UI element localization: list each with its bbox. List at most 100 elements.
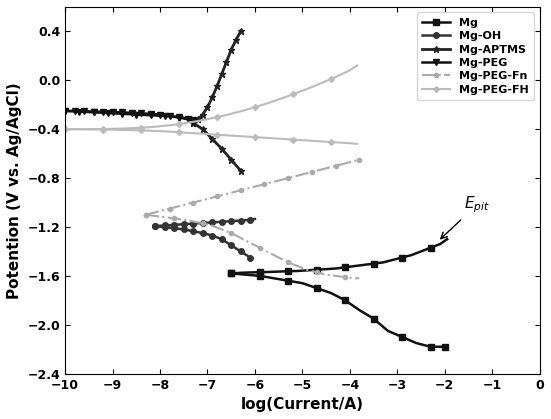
Mg-PEG-Fn (304, 171, 310, 176)
Mg-OH (214, 220, 220, 225)
Mg (237, 270, 244, 275)
Mg-PEG (85, 109, 92, 114)
Mg (323, 266, 329, 272)
Mg-PEG (67, 109, 73, 114)
Mg-PEG-Fn (180, 202, 187, 207)
Mg-PEG-Fn (276, 178, 282, 183)
Mg-PEG-Fn (266, 181, 273, 186)
Mg-PEG (100, 110, 106, 115)
Mg-OH (190, 221, 197, 226)
Mg-PEG-FH (185, 130, 192, 135)
Mg-PEG-Fn (195, 199, 201, 204)
Mg-PEG-Fn (337, 162, 344, 167)
Mg-PEG-Fn (290, 174, 296, 179)
Mg-PEG-FH (214, 132, 220, 137)
Mg-PEG (71, 109, 78, 114)
Mg-OH (209, 220, 215, 225)
Mg (361, 262, 368, 267)
Mg-PEG-Fn (332, 163, 339, 168)
Mg-PEG-Fn (143, 212, 149, 217)
Mg (314, 267, 320, 272)
Mg-PEG (76, 109, 83, 114)
Mg-PEG (143, 112, 149, 117)
Mg-PEG-FH (233, 133, 239, 138)
Mg-PEG-Fn (271, 179, 277, 184)
Mg-OH (195, 221, 201, 226)
Mg-PEG-Fn (156, 209, 163, 214)
Mg-PEG (95, 110, 101, 115)
Mg-PEG-Fn (147, 211, 154, 216)
Mg-PEG-FH (347, 141, 353, 146)
Mg-PEG-Fn (171, 205, 177, 210)
Mg-PEG-FH (242, 134, 249, 139)
Mg (256, 270, 263, 275)
Mg-PEG-FH (261, 135, 268, 140)
Mg-PEG-FH (100, 127, 106, 132)
Line: Mg-PEG-Fn: Mg-PEG-Fn (144, 158, 361, 217)
Mg-OH (242, 218, 249, 223)
Mg-PEG (81, 109, 88, 114)
Mg (266, 269, 273, 274)
Mg-PEG (138, 112, 144, 117)
Mg-PEG-Fn (152, 210, 159, 215)
Mg-OH (247, 217, 253, 222)
Mg-PEG-FH (81, 127, 88, 132)
Mg-OH (180, 222, 187, 227)
Mg (370, 261, 377, 266)
Mg-PEG (176, 115, 182, 120)
Mg-PEG-FH (204, 132, 211, 137)
Mg-PEG-FH (109, 127, 116, 132)
Mg-PEG (90, 110, 97, 115)
Text: $E_{pit}$: $E_{pit}$ (441, 195, 490, 239)
Mg-PEG-FH (280, 137, 287, 142)
Mg-PEG-Fn (327, 165, 334, 170)
Mg-OH (156, 223, 163, 228)
Mg-PEG-Fn (252, 184, 258, 189)
Mg-PEG-FH (327, 140, 334, 145)
Mg-PEG-Fn (247, 185, 253, 190)
Mg-OH (199, 220, 206, 225)
Mg-PEG (166, 114, 173, 119)
Mg-APTMS (223, 59, 230, 65)
Line: Mg-OH: Mg-OH (153, 216, 258, 229)
Line: Mg-PEG: Mg-PEG (62, 107, 197, 124)
Mg-PEG (152, 113, 159, 118)
Mg-PEG-Fn (237, 188, 244, 193)
Mg-PEG-Fn (199, 197, 206, 202)
Mg (399, 255, 406, 260)
Mg-PEG-FH (318, 139, 325, 144)
X-axis label: log(Current/A): log(Current/A) (241, 397, 364, 412)
Mg-APTMS (190, 121, 197, 126)
Mg (285, 269, 291, 274)
Mg-PEG-Fn (347, 160, 353, 165)
Mg-PEG-Fn (190, 200, 197, 205)
Line: Mg-APTMS: Mg-APTMS (190, 28, 244, 127)
Mg-PEG-FH (223, 133, 230, 138)
Mg (427, 245, 434, 250)
Mg-PEG-FH (138, 128, 144, 133)
Mg-OH (166, 222, 173, 228)
Mg-PEG-FH (309, 138, 315, 143)
Mg (408, 253, 415, 258)
Mg-PEG (133, 112, 139, 117)
Mg-OH (171, 222, 177, 228)
Mg-PEG (161, 114, 168, 119)
Mg-PEG (180, 115, 187, 120)
Mg-PEG-Fn (314, 168, 320, 173)
Mg-PEG-FH (71, 127, 78, 132)
Mg (342, 265, 348, 270)
Mg-PEG (123, 111, 130, 116)
Mg-OH (233, 218, 239, 223)
Mg-PEG (156, 113, 163, 118)
Mg-PEG (105, 111, 111, 116)
Mg-PEG (185, 116, 192, 121)
Mg-OH (223, 219, 230, 224)
Mg-APTMS (237, 29, 244, 34)
Mg-OH (228, 219, 235, 224)
Mg-PEG (114, 111, 121, 116)
Mg-PEG-Fn (242, 186, 249, 191)
Legend: Mg, Mg-OH, Mg-APTMS, Mg-PEG, Mg-PEG-Fn, Mg-PEG-FH: Mg, Mg-OH, Mg-APTMS, Mg-PEG, Mg-PEG-Fn, … (417, 13, 534, 100)
Mg-PEG-Fn (161, 207, 168, 212)
Mg-PEG-Fn (166, 206, 173, 211)
Mg (437, 242, 444, 247)
